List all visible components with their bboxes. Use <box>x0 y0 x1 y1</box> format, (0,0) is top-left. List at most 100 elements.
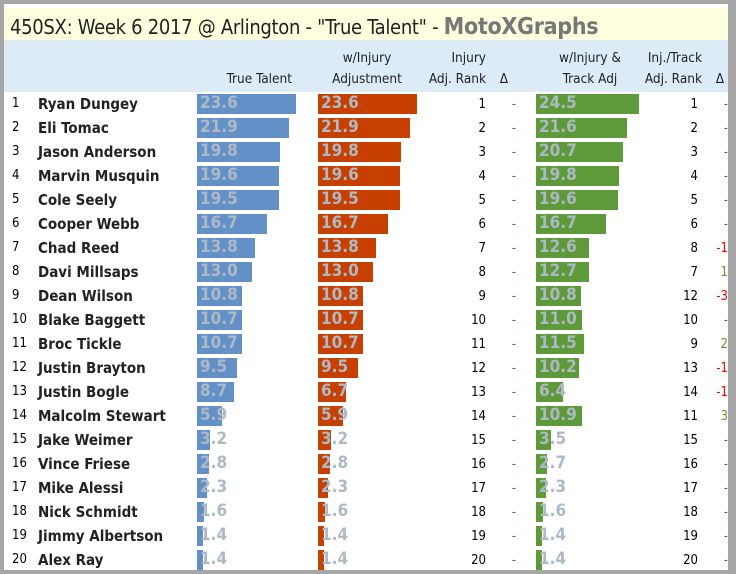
track-rank: 10 <box>683 313 698 328</box>
true-talent-bar <box>197 478 207 498</box>
true-talent-value: 13.0 <box>200 261 238 281</box>
injury-adjusted-value: 19.6 <box>321 165 359 185</box>
rider-name: Justin Bogle <box>38 383 130 401</box>
track-adjusted-value: 12.7 <box>539 261 577 281</box>
rank-number: 14 <box>12 408 27 423</box>
track-delta: - <box>723 529 728 544</box>
injury-adjusted-value: 9.5 <box>321 357 349 377</box>
rank-number: 5 <box>12 192 20 207</box>
track-adjusted-value: 10.8 <box>539 285 577 305</box>
true-talent-bar <box>197 262 252 282</box>
rank-number: 16 <box>12 456 27 471</box>
true-talent-value: 23.6 <box>200 93 238 113</box>
track-delta: -3 <box>716 289 728 304</box>
header-track-2: Track Adj <box>562 71 618 87</box>
rider-name: Cooper Webb <box>38 215 140 233</box>
true-talent-value: 13.8 <box>200 237 238 257</box>
track-delta: - <box>723 457 728 472</box>
track-adjusted-value: 10.2 <box>539 357 577 377</box>
true-talent-value: 19.8 <box>200 141 238 161</box>
rider-name: Alex Ray <box>38 551 104 569</box>
track-adjusted-value: 16.7 <box>539 213 577 233</box>
rider-name: Ryan Dungey <box>38 95 138 113</box>
track-rank: 4 <box>690 169 698 184</box>
injury-delta: - <box>511 457 516 472</box>
injury-rank: 7 <box>478 241 486 256</box>
track-adjusted-bar <box>536 334 585 354</box>
header-injury-2: Adjustment <box>332 71 402 87</box>
true-talent-bar <box>197 358 237 378</box>
track-adjusted-value: 1.6 <box>539 501 567 521</box>
table-row: 16 Vince Friese 2.8 2.8 2.7 16 - 16 - <box>4 453 728 477</box>
track-rank: 2 <box>690 121 698 136</box>
injury-rank: 15 <box>471 433 486 448</box>
injury-adjusted-bar <box>318 526 324 546</box>
injury-delta: - <box>511 241 516 256</box>
injury-rank: 11 <box>471 337 486 352</box>
injury-rank: 8 <box>478 265 486 280</box>
rider-name: Jason Anderson <box>38 143 157 161</box>
injury-adjusted-bar <box>318 118 410 138</box>
track-adjusted-value: 21.6 <box>539 117 577 137</box>
track-adjusted-bar <box>536 94 639 114</box>
rider-name: Broc Tickle <box>38 335 122 353</box>
track-delta: 3 <box>720 409 728 424</box>
track-adjusted-bar <box>536 358 579 378</box>
header-track-rank-1: Inj./Track <box>647 50 702 66</box>
injury-delta: - <box>511 361 516 376</box>
injury-adjusted-value: 21.9 <box>321 117 359 137</box>
track-rank: 3 <box>690 145 698 160</box>
injury-adjusted-value: 1.4 <box>321 525 349 545</box>
injury-rank: 20 <box>471 553 486 568</box>
track-adjusted-value: 24.5 <box>539 93 577 113</box>
track-adjusted-value: 1.4 <box>539 525 567 545</box>
injury-delta: - <box>511 97 516 112</box>
injury-adjusted-bar <box>318 166 401 186</box>
brand-logo: MotoXGraphs <box>443 14 599 40</box>
track-adjusted-bar <box>536 142 623 162</box>
rank-number: 3 <box>12 144 20 159</box>
injury-adjusted-bar <box>318 550 324 570</box>
rider-name: Nick Schmidt <box>38 503 138 521</box>
table-row: 19 Jimmy Albertson 1.4 1.4 1.4 19 - 19 - <box>4 525 728 549</box>
true-talent-value: 16.7 <box>200 213 238 233</box>
track-rank: 7 <box>690 265 698 280</box>
track-delta: - <box>723 217 728 232</box>
track-rank: 14 <box>683 385 698 400</box>
table-row: 15 Jake Weimer 3.2 3.2 3.5 15 - 15 - <box>4 429 728 453</box>
injury-rank: 1 <box>478 97 486 112</box>
track-delta: - <box>723 169 728 184</box>
injury-adjusted-value: 19.8 <box>321 141 359 161</box>
rider-name: Eli Tomac <box>38 119 109 137</box>
rank-number: 9 <box>12 288 20 303</box>
table-row: 7 Chad Reed 13.8 13.8 12.6 7 - 8 -1 <box>4 237 728 261</box>
table-row: 6 Cooper Webb 16.7 16.7 16.7 6 - 6 - <box>4 213 728 237</box>
true-talent-bar <box>197 454 209 474</box>
track-rank: 11 <box>683 409 698 424</box>
track-adjusted-bar <box>536 310 583 330</box>
track-adjusted-bar <box>536 190 619 210</box>
injury-delta: - <box>511 121 516 136</box>
rank-number: 13 <box>12 384 27 399</box>
rank-number: 19 <box>12 528 27 543</box>
rider-name: Jake Weimer <box>38 431 133 449</box>
rider-name: Malcolm Stewart <box>38 407 166 425</box>
injury-adjusted-value: 19.5 <box>321 189 359 209</box>
track-adjusted-bar <box>536 430 551 450</box>
injury-adjusted-value: 3.2 <box>321 429 349 449</box>
table-row: 17 Mike Alessi 2.3 2.3 2.3 17 - 17 - <box>4 477 728 501</box>
true-talent-value: 21.9 <box>200 117 238 137</box>
true-talent-value: 19.5 <box>200 189 238 209</box>
track-rank: 19 <box>683 529 698 544</box>
true-talent-value: 9.5 <box>200 357 228 377</box>
track-adjusted-value: 19.8 <box>539 165 577 185</box>
true-talent-bar <box>197 214 268 234</box>
rank-number: 11 <box>12 336 27 351</box>
injury-adjusted-value: 23.6 <box>321 93 359 113</box>
injury-delta: - <box>511 337 516 352</box>
table-row: 4 Marvin Musquin 19.6 19.6 19.8 4 - 4 - <box>4 165 728 189</box>
injury-adjusted-value: 6.7 <box>321 381 349 401</box>
injury-adjusted-bar <box>318 310 363 330</box>
track-adjusted-value: 19.6 <box>539 189 577 209</box>
